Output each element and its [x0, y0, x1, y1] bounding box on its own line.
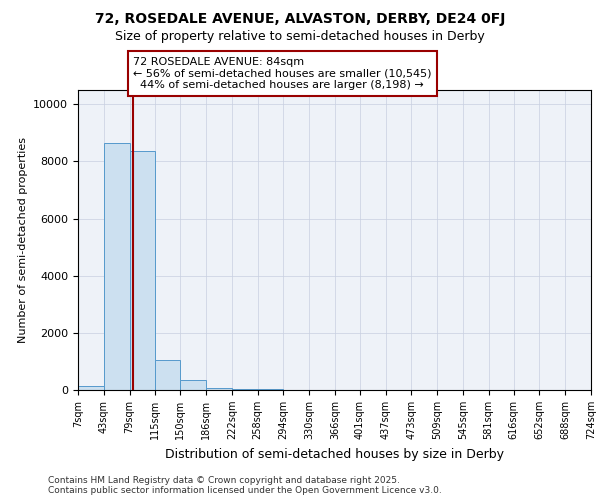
Bar	[206, 388, 232, 390]
Text: Size of property relative to semi-detached houses in Derby: Size of property relative to semi-detach…	[115, 30, 485, 43]
Bar	[155, 360, 181, 390]
Bar	[130, 152, 155, 390]
Bar	[181, 380, 206, 390]
Bar	[78, 386, 104, 390]
Y-axis label: Number of semi-detached properties: Number of semi-detached properties	[18, 137, 28, 343]
Text: 72 ROSEDALE AVENUE: 84sqm
← 56% of semi-detached houses are smaller (10,545)
  4: 72 ROSEDALE AVENUE: 84sqm ← 56% of semi-…	[133, 57, 431, 90]
Text: 72, ROSEDALE AVENUE, ALVASTON, DERBY, DE24 0FJ: 72, ROSEDALE AVENUE, ALVASTON, DERBY, DE…	[95, 12, 505, 26]
X-axis label: Distribution of semi-detached houses by size in Derby: Distribution of semi-detached houses by …	[165, 448, 504, 460]
Bar	[104, 143, 130, 390]
Bar	[232, 389, 257, 390]
Text: Contains HM Land Registry data © Crown copyright and database right 2025.
Contai: Contains HM Land Registry data © Crown c…	[48, 476, 442, 495]
